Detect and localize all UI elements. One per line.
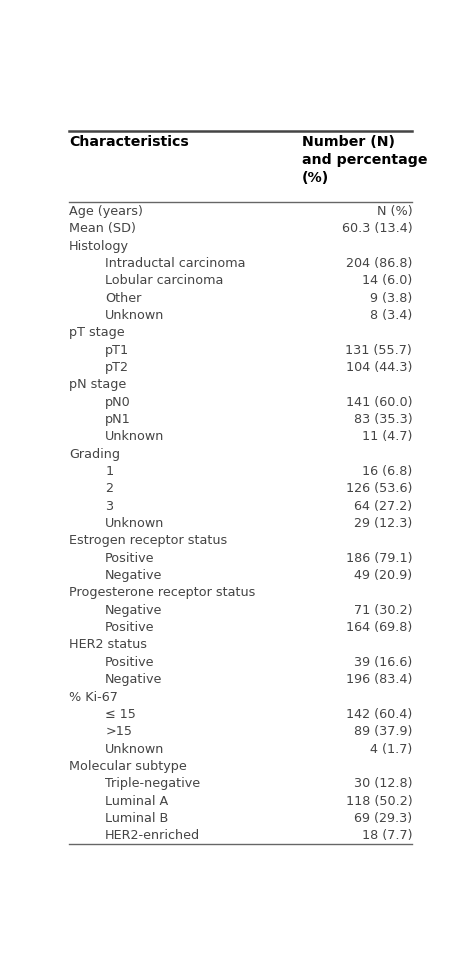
Text: Mean (SD): Mean (SD) bbox=[69, 223, 136, 235]
Text: pN1: pN1 bbox=[105, 413, 131, 426]
Text: Negative: Negative bbox=[105, 569, 163, 582]
Text: ≤ 15: ≤ 15 bbox=[105, 708, 136, 721]
Text: 3: 3 bbox=[105, 500, 113, 513]
Text: pN0: pN0 bbox=[105, 396, 131, 409]
Text: 83 (35.3): 83 (35.3) bbox=[354, 413, 412, 426]
Text: Progesterone receptor status: Progesterone receptor status bbox=[69, 587, 255, 599]
Text: pT2: pT2 bbox=[105, 361, 129, 374]
Text: Negative: Negative bbox=[105, 604, 163, 617]
Text: 9 (3.8): 9 (3.8) bbox=[370, 292, 412, 304]
Text: 30 (12.8): 30 (12.8) bbox=[354, 778, 412, 790]
Text: Positive: Positive bbox=[105, 621, 155, 635]
Text: 186 (79.1): 186 (79.1) bbox=[346, 552, 412, 564]
Text: pN stage: pN stage bbox=[69, 378, 126, 392]
Text: 4 (1.7): 4 (1.7) bbox=[370, 742, 412, 756]
Text: 131 (55.7): 131 (55.7) bbox=[345, 344, 412, 357]
Text: Molecular subtype: Molecular subtype bbox=[69, 760, 187, 773]
Text: Estrogen receptor status: Estrogen receptor status bbox=[69, 535, 227, 547]
Text: % Ki-67: % Ki-67 bbox=[69, 690, 118, 704]
Text: 204 (86.8): 204 (86.8) bbox=[346, 257, 412, 270]
Text: Characteristics: Characteristics bbox=[69, 135, 189, 149]
Text: >15: >15 bbox=[105, 725, 132, 738]
Text: 1: 1 bbox=[105, 465, 113, 478]
Text: Age (years): Age (years) bbox=[69, 205, 143, 218]
Text: 29 (12.3): 29 (12.3) bbox=[354, 517, 412, 530]
Text: Unknown: Unknown bbox=[105, 517, 164, 530]
Text: 142 (60.4): 142 (60.4) bbox=[346, 708, 412, 721]
Text: 104 (44.3): 104 (44.3) bbox=[346, 361, 412, 374]
Text: 18 (7.7): 18 (7.7) bbox=[362, 829, 412, 842]
Text: HER2-enriched: HER2-enriched bbox=[105, 829, 200, 842]
Text: Intraductal carcinoma: Intraductal carcinoma bbox=[105, 257, 246, 270]
Text: Histology: Histology bbox=[69, 240, 129, 252]
Text: N (%): N (%) bbox=[377, 205, 412, 218]
Text: Unknown: Unknown bbox=[105, 430, 164, 444]
Text: 16 (6.8): 16 (6.8) bbox=[362, 465, 412, 478]
Text: pT stage: pT stage bbox=[69, 326, 125, 340]
Text: Positive: Positive bbox=[105, 656, 155, 669]
Text: 69 (29.3): 69 (29.3) bbox=[354, 812, 412, 825]
Text: Triple-negative: Triple-negative bbox=[105, 778, 200, 790]
Text: 71 (30.2): 71 (30.2) bbox=[354, 604, 412, 617]
Text: 126 (53.6): 126 (53.6) bbox=[346, 483, 412, 495]
Text: 60.3 (13.4): 60.3 (13.4) bbox=[342, 223, 412, 235]
Text: Luminal A: Luminal A bbox=[105, 795, 168, 807]
Text: 8 (3.4): 8 (3.4) bbox=[370, 309, 412, 322]
Text: Unknown: Unknown bbox=[105, 309, 164, 322]
Text: 141 (60.0): 141 (60.0) bbox=[346, 396, 412, 409]
Text: 196 (83.4): 196 (83.4) bbox=[346, 673, 412, 686]
Text: HER2 status: HER2 status bbox=[69, 638, 147, 652]
Text: Negative: Negative bbox=[105, 673, 163, 686]
Text: 39 (16.6): 39 (16.6) bbox=[354, 656, 412, 669]
Text: 2: 2 bbox=[105, 483, 113, 495]
Text: Lobular carcinoma: Lobular carcinoma bbox=[105, 275, 224, 287]
Text: 164 (69.8): 164 (69.8) bbox=[346, 621, 412, 635]
Text: pT1: pT1 bbox=[105, 344, 130, 357]
Text: Grading: Grading bbox=[69, 447, 120, 461]
Text: 14 (6.0): 14 (6.0) bbox=[362, 275, 412, 287]
Text: 89 (37.9): 89 (37.9) bbox=[354, 725, 412, 738]
Text: 64 (27.2): 64 (27.2) bbox=[354, 500, 412, 513]
Text: 118 (50.2): 118 (50.2) bbox=[346, 795, 412, 807]
Text: Unknown: Unknown bbox=[105, 742, 164, 756]
Text: 49 (20.9): 49 (20.9) bbox=[354, 569, 412, 582]
Text: Positive: Positive bbox=[105, 552, 155, 564]
Text: 11 (4.7): 11 (4.7) bbox=[362, 430, 412, 444]
Text: Luminal B: Luminal B bbox=[105, 812, 168, 825]
Text: Number (N)
and percentage
(%): Number (N) and percentage (%) bbox=[302, 135, 427, 185]
Text: Other: Other bbox=[105, 292, 142, 304]
